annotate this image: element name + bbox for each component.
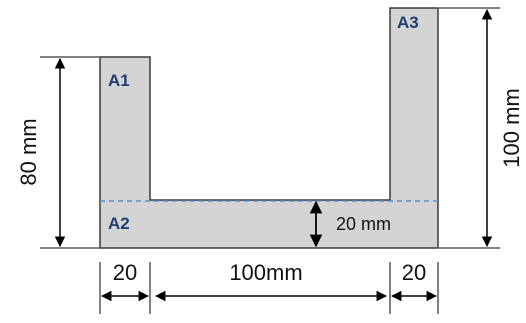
area-label-a3: A3 bbox=[397, 13, 419, 32]
left-width-label: 20 bbox=[113, 260, 137, 285]
area-label-a1: A1 bbox=[108, 71, 130, 90]
left-height-label: 80 mm bbox=[16, 118, 41, 185]
right-width-label: 20 bbox=[402, 260, 426, 285]
right-height-label: 100 mm bbox=[499, 88, 524, 167]
u-section-shape bbox=[99, 7, 439, 249]
middle-width-label: 100mm bbox=[229, 260, 302, 285]
area-label-a2: A2 bbox=[108, 214, 130, 233]
flange-thickness-label: 20 mm bbox=[336, 214, 391, 234]
